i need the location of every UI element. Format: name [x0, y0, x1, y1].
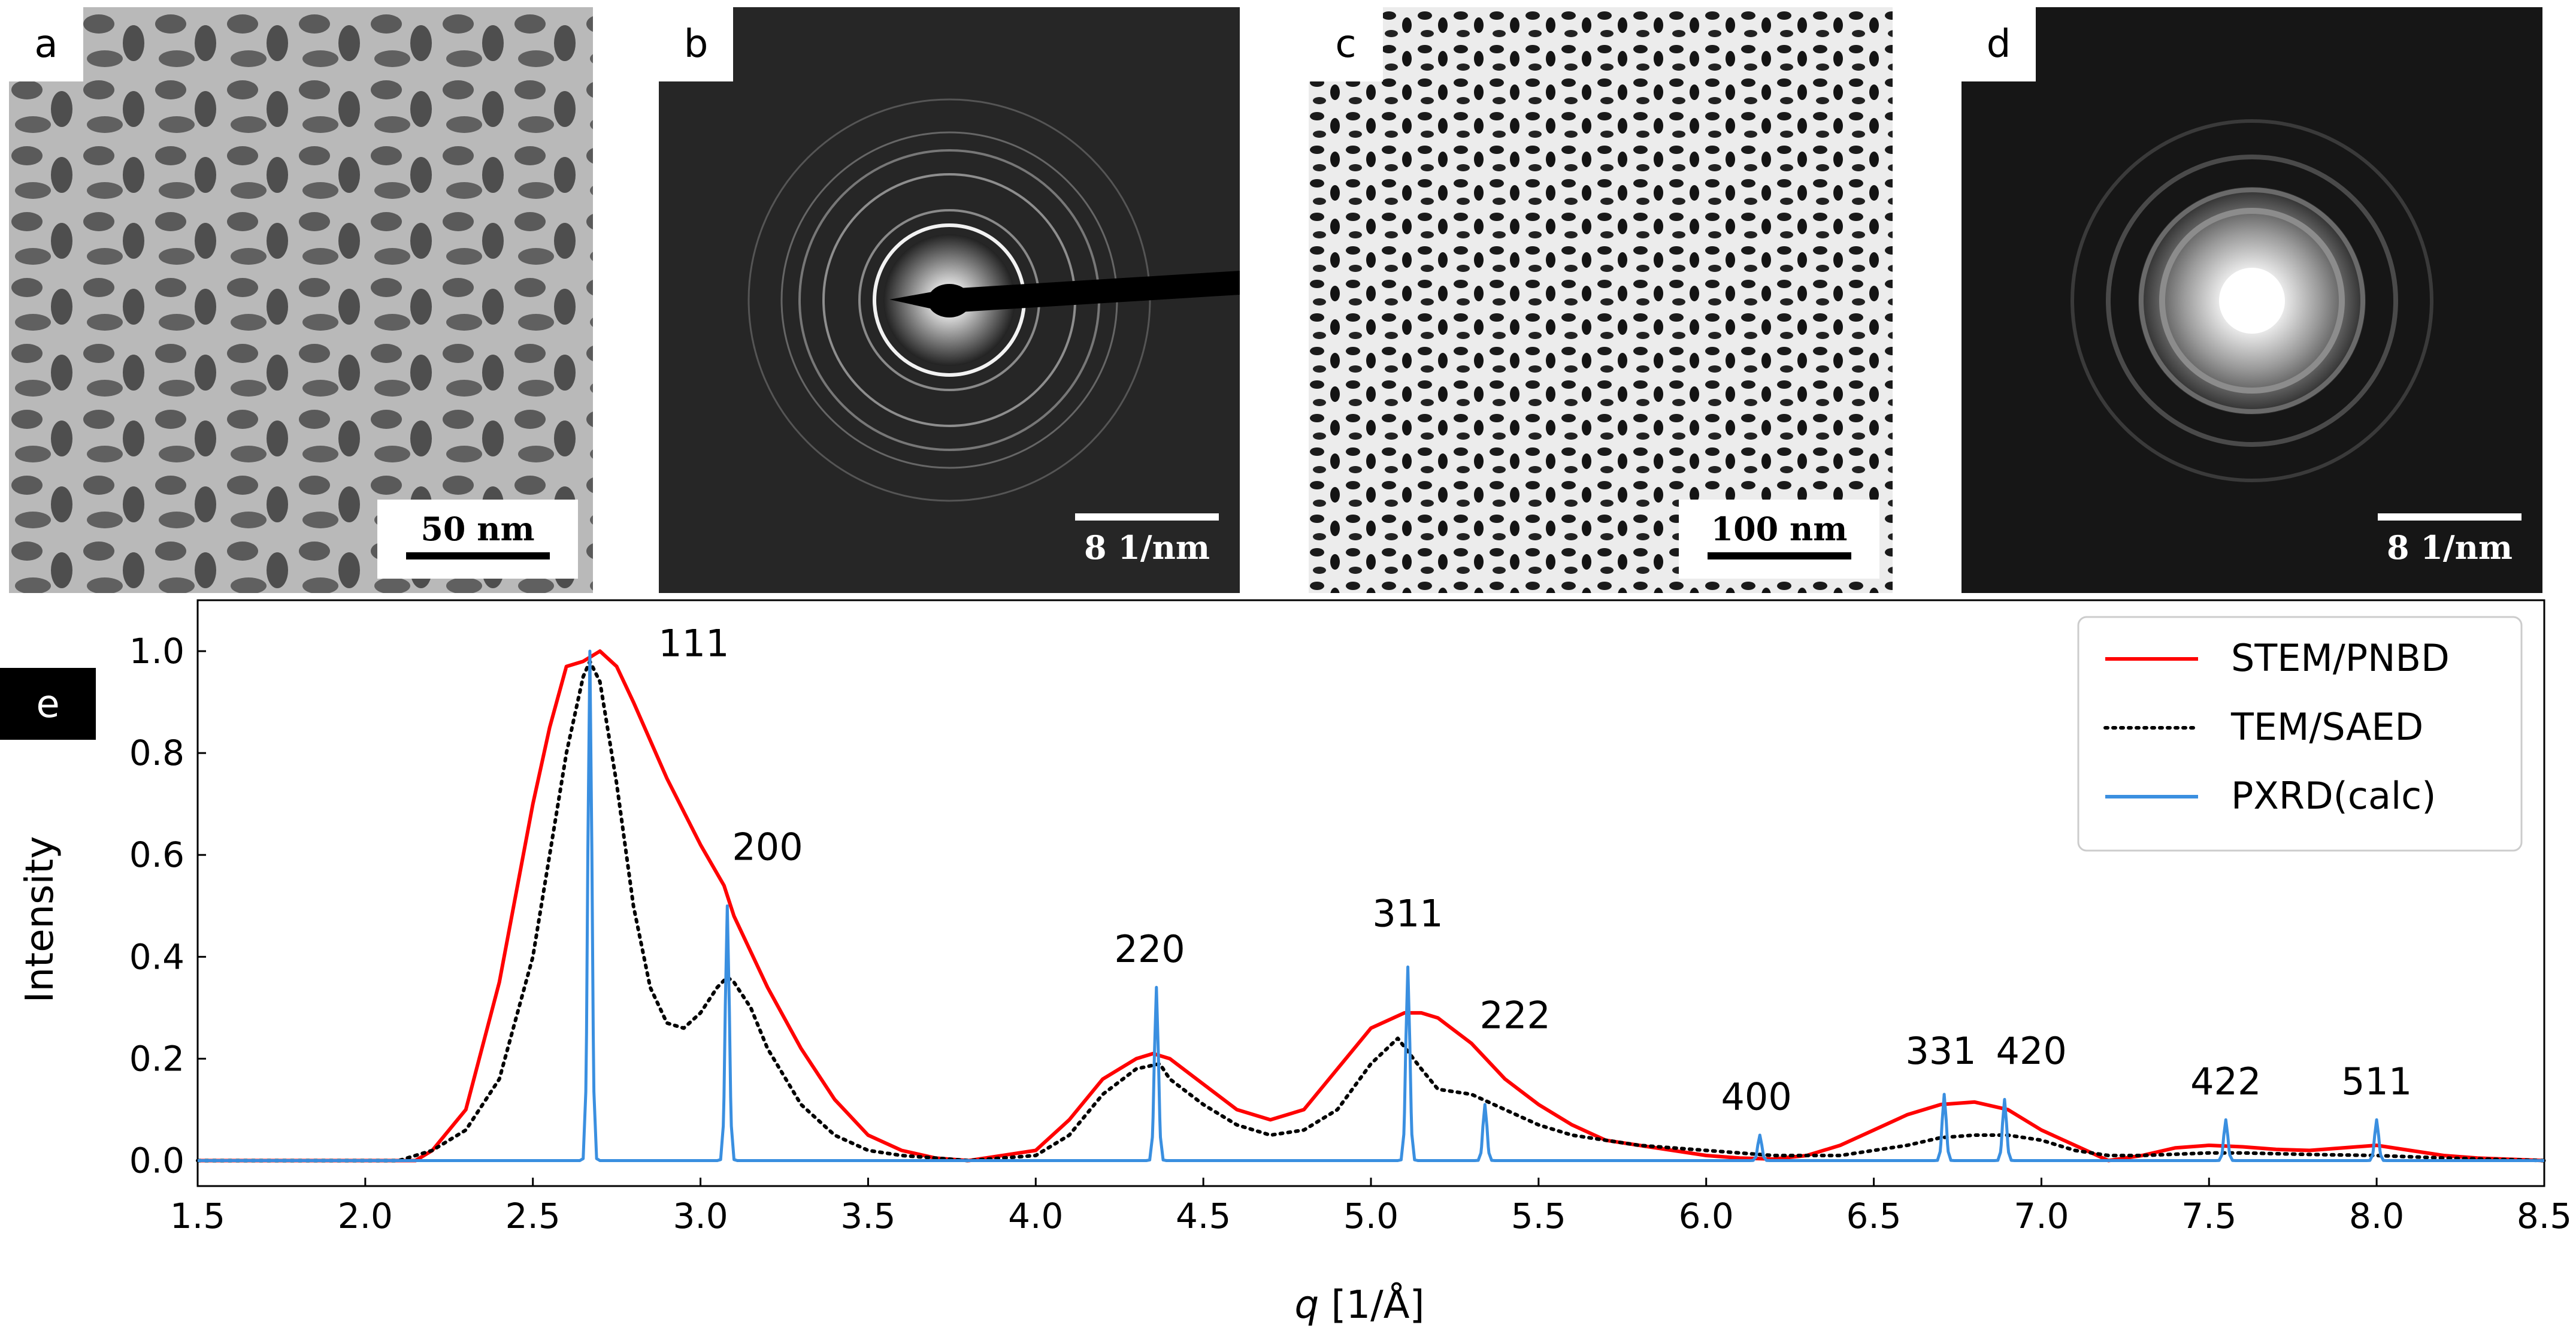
legend: STEM/PNBD TEM/SAED PXRD(calc) — [2077, 616, 2523, 852]
y-tick-label: 0.4 — [129, 936, 184, 977]
panel-tag: d — [1961, 7, 2036, 81]
scale-bar-line — [1707, 552, 1851, 559]
legend-label: PXRD(calc) — [2231, 774, 2436, 818]
peak-label: 200 — [732, 825, 803, 869]
saed-pattern-image — [659, 7, 1240, 593]
y-tick-label: 0.6 — [129, 834, 184, 875]
panel-tag: a — [9, 7, 83, 81]
x-tick-label: 7.5 — [2181, 1196, 2236, 1236]
x-axis-label: q [1/Å] — [1295, 1282, 1425, 1327]
x-tick-label: 5.0 — [1343, 1196, 1399, 1236]
intensity-chart: e 1.5 2.0 2.5 3.0 3.5 4.0 4.5 5.0 5.5 6.0 6.5 7.0 7.… — [0, 599, 2572, 1327]
panel-a-micrograph: a 50 nm — [9, 7, 593, 593]
scale-bar-line — [1075, 513, 1219, 521]
legend-label: TEM/SAED — [2230, 705, 2423, 749]
pnbd-pattern-image — [1961, 7, 2542, 593]
panel-e-tag: e — [36, 682, 59, 727]
y-tick-label: 0.8 — [129, 733, 184, 773]
x-tick-label: 2.5 — [505, 1196, 561, 1236]
x-axis-unit: [1/Å] — [1319, 1282, 1424, 1327]
peak-label: 220 — [1114, 927, 1185, 971]
x-tick-label: 5.5 — [1511, 1196, 1566, 1236]
scale-bar-line — [405, 552, 550, 559]
x-tick-label: 8.0 — [2349, 1196, 2404, 1236]
x-tick-label: 1.5 — [170, 1196, 225, 1236]
x-tick-label: 7.0 — [2014, 1196, 2069, 1236]
series-line-stem-pnbd — [198, 649, 2545, 1163]
y-axis-label: Intensity — [18, 836, 62, 1003]
panel-e-tag-box — [0, 668, 96, 740]
x-tick-label: 4.0 — [1008, 1196, 1063, 1236]
peak-label: 422 — [2190, 1060, 2261, 1103]
peak-label: 331 — [1905, 1029, 1976, 1073]
x-tick-label: 6.5 — [1846, 1196, 1901, 1236]
scale-bar-label: 8 1/nm — [1083, 528, 1210, 567]
panel-c-micrograph: c 100 nm — [1309, 7, 1893, 593]
x-tick-label: 6.0 — [1679, 1196, 1734, 1236]
peak-label: 400 — [1721, 1075, 1791, 1118]
axes-group: 1.5 2.0 2.5 3.0 3.5 4.0 4.5 5.0 5.5 6.0 6.5 7.0 7.5 8… — [129, 599, 2572, 1236]
stem-micrograph-image — [1309, 7, 1893, 593]
y-tick-label: 0.0 — [129, 1140, 184, 1181]
scale-bar-line — [2378, 513, 2521, 521]
y-tick-label: 1.0 — [129, 631, 184, 671]
x-tick-label: 4.5 — [1176, 1196, 1231, 1236]
annotations-group: 111 200 220 311 222 400 331 420 422 511 — [658, 622, 2412, 1119]
legend-label: STEM/PNBD — [2231, 636, 2450, 680]
scale-bar: 50 nm — [377, 500, 578, 579]
legend-box — [2077, 616, 2523, 852]
x-axis-variable: q — [1295, 1283, 1319, 1327]
peak-label: 311 — [1372, 891, 1443, 935]
scale-bar-label: 50 nm — [420, 510, 535, 548]
scale-bar: 100 nm — [1679, 500, 1879, 579]
x-tick-label: 3.0 — [673, 1196, 728, 1236]
scale-bar-label: 8 1/nm — [2386, 528, 2513, 567]
x-tick-label: 2.0 — [338, 1196, 393, 1236]
panel-tag: b — [659, 7, 733, 81]
panel-tag: c — [1309, 7, 1383, 81]
panel-b-diffraction: b 8 1/nm — [659, 7, 1240, 593]
peak-label: 222 — [1480, 993, 1551, 1037]
peak-label: 111 — [658, 622, 729, 666]
series-line-tem-saed — [196, 660, 2546, 1163]
peak-label: 511 — [2341, 1060, 2412, 1103]
x-tick-label: 3.5 — [840, 1196, 895, 1236]
scale-bar-label: 100 nm — [1711, 510, 1848, 548]
tem-micrograph-image — [9, 7, 593, 593]
panel-d-diffraction: d 8 1/nm — [1961, 7, 2542, 593]
series-group — [196, 649, 2546, 1163]
x-tick-label: 8.5 — [2517, 1196, 2572, 1236]
series-line-pxrd-calc — [198, 649, 2544, 1162]
scale-bar: 8 1/nm — [2369, 513, 2530, 564]
scale-bar: 8 1/nm — [1066, 513, 1228, 564]
peak-label: 420 — [1996, 1029, 2066, 1073]
y-tick-label: 0.2 — [129, 1038, 184, 1079]
